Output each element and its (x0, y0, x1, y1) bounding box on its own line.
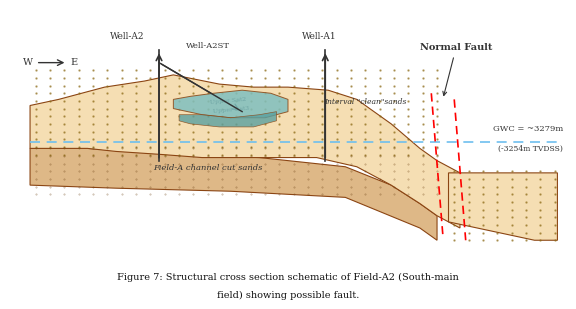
Polygon shape (30, 75, 460, 228)
Text: Normal Fault: Normal Fault (420, 43, 492, 95)
Polygon shape (173, 90, 288, 118)
Text: Well-A1: Well-A1 (302, 32, 337, 41)
Polygon shape (179, 112, 276, 127)
Text: Upper Sat2: Upper Sat2 (209, 97, 247, 105)
Polygon shape (30, 148, 437, 240)
Text: Well-A2ST: Well-A2ST (185, 42, 230, 50)
Text: Field-A channel cut sands: Field-A channel cut sands (153, 164, 263, 172)
Text: Interval "clean"sands: Interval "clean"sands (324, 99, 407, 106)
Text: Upper Sat3: Upper Sat3 (212, 106, 249, 114)
Text: Figure 7: Structural cross section schematic of Field-A2 (South-main: Figure 7: Structural cross section schem… (117, 273, 459, 281)
Text: (-3254m TVDSS): (-3254m TVDSS) (498, 145, 563, 153)
Text: GWC = ~3279m: GWC = ~3279m (493, 125, 563, 133)
Text: E: E (70, 58, 77, 67)
Polygon shape (449, 173, 558, 240)
Text: field) showing possible fault.: field) showing possible fault. (217, 291, 359, 300)
Text: W: W (23, 58, 33, 67)
Text: Well-A2: Well-A2 (110, 32, 145, 41)
